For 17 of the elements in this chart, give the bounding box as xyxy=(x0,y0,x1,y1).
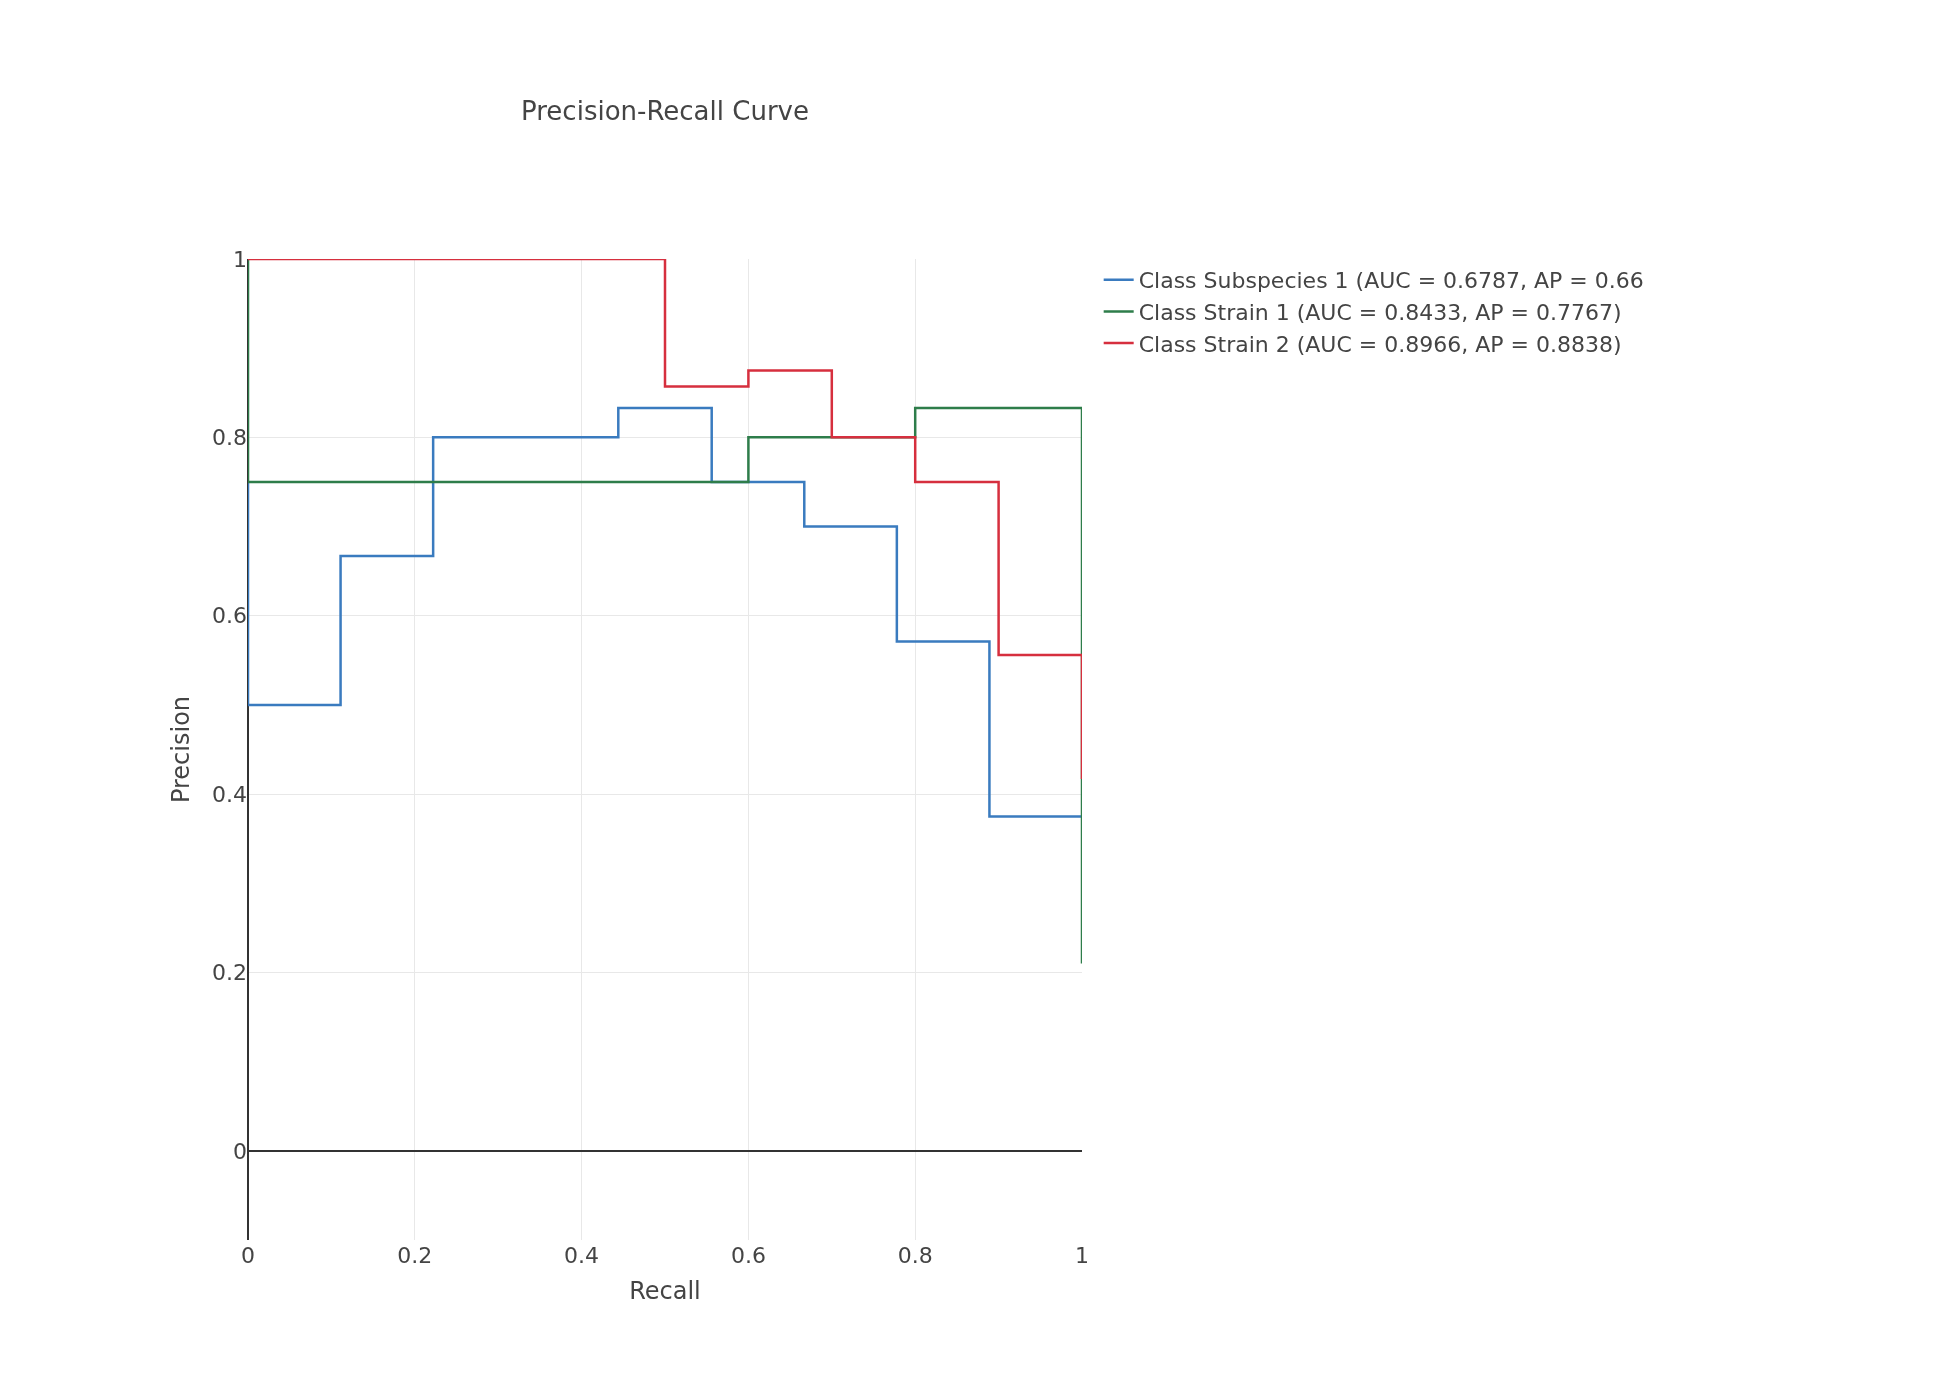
x-axis-title: Recall xyxy=(629,1277,701,1306)
y-tick-label: 0.2 xyxy=(212,960,247,986)
y-tick-label: 0.4 xyxy=(212,781,247,807)
y-tick-label: 0.6 xyxy=(212,603,247,629)
y-tick-label: 0.8 xyxy=(212,425,247,451)
legend-label: Class Strain 1 (AUC = 0.8433, AP = 0.7767) xyxy=(1138,299,1622,325)
chart-title: Precision-Recall Curve xyxy=(521,95,809,126)
x-tick-label: 0.2 xyxy=(397,1243,433,1268)
legend-label: Class Strain 2 (AUC = 0.8966, AP = 0.8838) xyxy=(1138,331,1622,357)
x-tick-label: 0.8 xyxy=(897,1243,933,1268)
y-tick-label: 1 xyxy=(233,246,247,272)
y-tick-label: 0 xyxy=(233,1138,247,1164)
x-tick-label: 0.6 xyxy=(730,1243,766,1268)
y-axis-title: Precision xyxy=(167,695,196,804)
legend-label: Class Subspecies 1 (AUC = 0.6787, AP = 0.66 xyxy=(1138,268,1644,294)
x-tick-label: 1 xyxy=(1075,1243,1089,1268)
x-tick-label: 0.4 xyxy=(564,1243,600,1268)
